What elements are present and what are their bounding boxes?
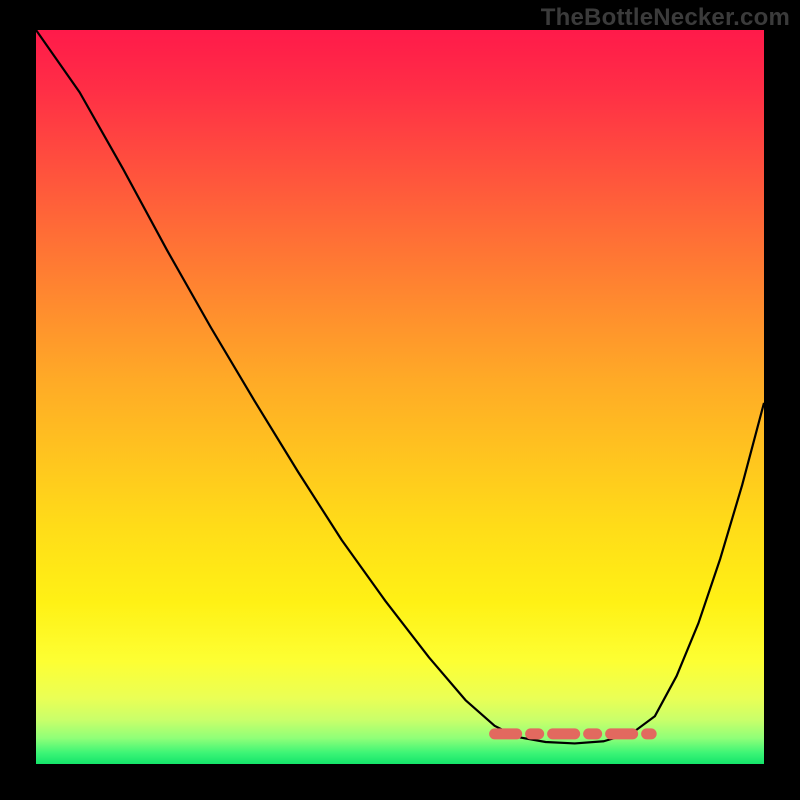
chart-svg	[36, 30, 764, 764]
watermark-text: TheBottleNecker.com	[541, 4, 790, 32]
plot-area	[36, 30, 764, 764]
canvas: TheBottleNecker.com	[0, 0, 800, 800]
gradient-background	[36, 30, 764, 764]
